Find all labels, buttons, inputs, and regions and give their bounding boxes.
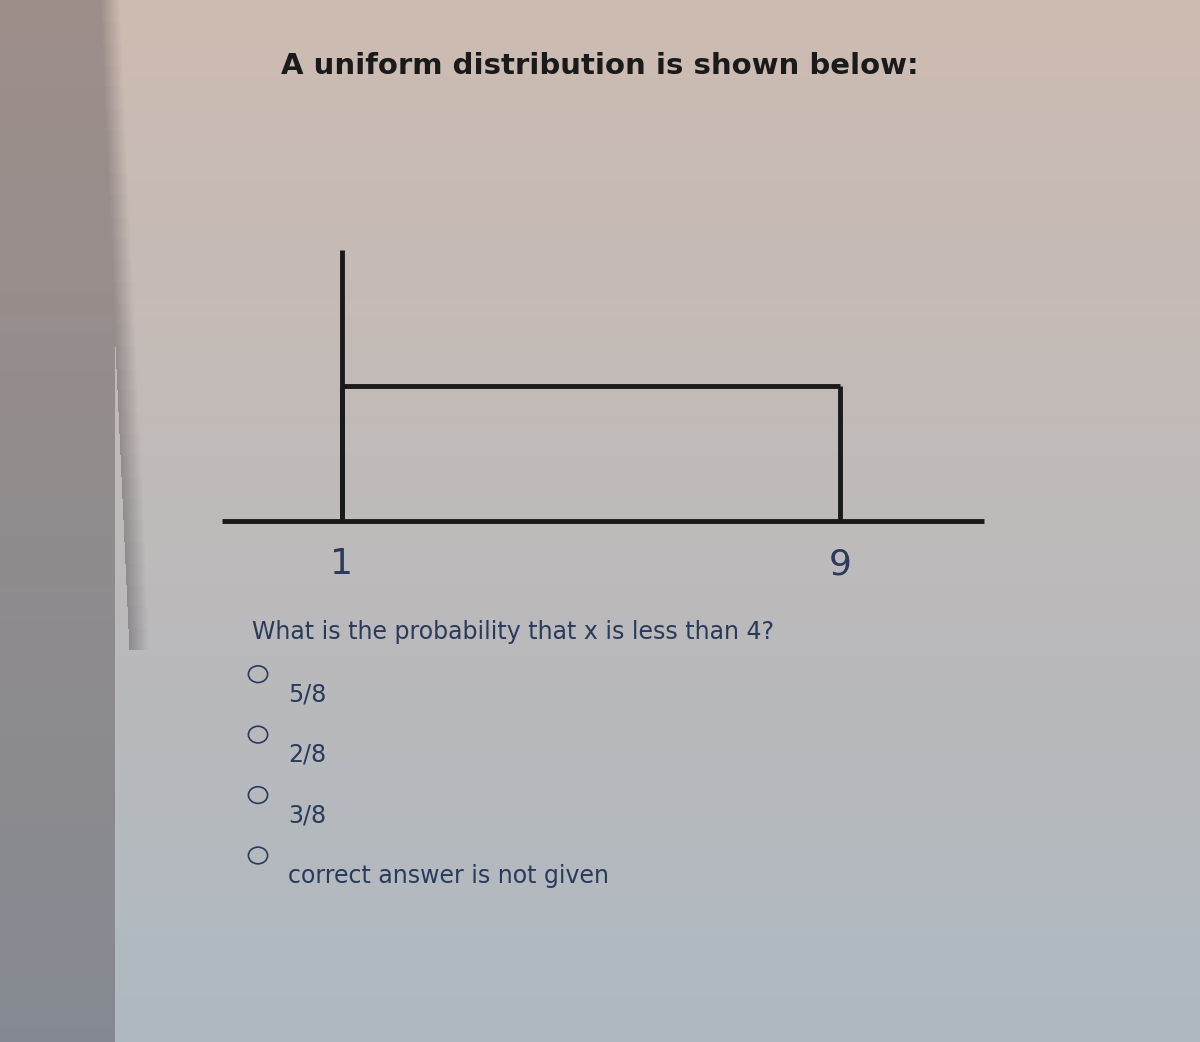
Text: A uniform distribution is shown below:: A uniform distribution is shown below: <box>281 52 919 80</box>
Text: 5/8: 5/8 <box>288 683 326 706</box>
Text: 9: 9 <box>828 547 852 581</box>
Text: 2/8: 2/8 <box>288 743 326 767</box>
Text: 1: 1 <box>330 547 354 581</box>
Text: 3/8: 3/8 <box>288 803 326 827</box>
Text: correct answer is not given: correct answer is not given <box>288 864 610 888</box>
Text: What is the probability that x is less than 4?: What is the probability that x is less t… <box>252 620 774 644</box>
